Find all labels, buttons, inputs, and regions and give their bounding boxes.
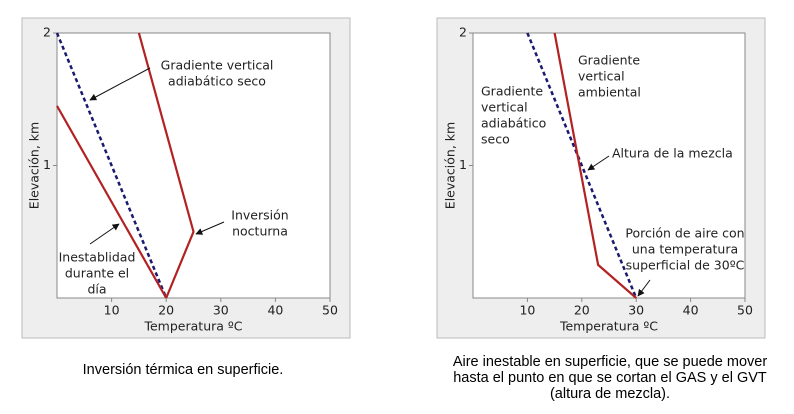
- x-tick-label: 30: [213, 303, 229, 318]
- x-tick-label: 50: [737, 303, 753, 318]
- plot-area: [472, 32, 746, 299]
- series-line: [553, 32, 637, 299]
- series-line: [56, 105, 168, 299]
- annotation: adiabático: [481, 116, 546, 131]
- annotation-arrow: [89, 223, 120, 245]
- x-tick-label: 40: [683, 303, 699, 318]
- x-tick-label: 50: [322, 303, 338, 318]
- y-tick-label: 1: [43, 157, 51, 172]
- y-axis-label: Elevación, km: [27, 122, 42, 209]
- x-tick-label: 40: [267, 303, 283, 318]
- annotation: vertical: [578, 69, 625, 84]
- caption: (altura de mezcla).: [550, 386, 670, 402]
- annotation: Altura de la mezcla: [612, 146, 733, 161]
- chart: 10 20 30 40 50 1 2 Temperatura ºC Elevación, km G…: [21, 17, 351, 378]
- annotation: Inversión: [231, 208, 288, 223]
- annotation-arrow: [637, 279, 651, 297]
- chart: 10 20 30 40 50 1 2 Temperatura ºC Elevación, km G…: [436, 17, 768, 402]
- annotation: durante el: [65, 266, 129, 281]
- x-tick-label: 20: [158, 303, 174, 318]
- x-axis-label: Temperatura ºC: [143, 319, 242, 334]
- annotation: Gradiente: [578, 53, 640, 68]
- x-tick-label: 10: [519, 303, 535, 318]
- annotation: nocturna: [232, 224, 288, 239]
- annotation: superficial de 30ºC: [626, 258, 745, 273]
- annotation: seco: [481, 132, 510, 147]
- annotation-arrow: [587, 155, 610, 171]
- annotation: Gradiente vertical: [161, 58, 274, 73]
- y-tick-label: 2: [43, 25, 51, 40]
- annotation: una temperatura: [632, 242, 738, 257]
- annotation: adiabático seco: [168, 74, 266, 89]
- annotation: día: [87, 282, 106, 297]
- caption: Inversión térmica en superficie.: [83, 362, 284, 378]
- series-line: [137, 32, 195, 299]
- series-line: [55, 32, 168, 299]
- y-tick-label: 2: [459, 25, 467, 40]
- caption: hasta el punto en que se cortan el GAS y…: [453, 370, 767, 386]
- x-tick-label: 20: [574, 303, 590, 318]
- annotation: Inestablidad: [59, 250, 136, 265]
- annotation: ambiental: [578, 85, 641, 100]
- series-line: [526, 32, 638, 299]
- annotation-arrow: [195, 221, 225, 235]
- annotation: vertical: [481, 100, 528, 115]
- x-axis-label: Temperatura ºC: [559, 319, 658, 334]
- x-tick-label: 30: [628, 303, 644, 318]
- y-tick-label: 1: [459, 157, 467, 172]
- plot-area: [56, 32, 331, 299]
- y-axis-label: Elevación, km: [443, 122, 458, 209]
- annotation: Porción de aire con: [625, 226, 744, 241]
- caption: Aire inestable en superficie, que se pue…: [453, 354, 768, 370]
- x-tick-label: 10: [104, 303, 120, 318]
- annotation-arrow: [89, 67, 151, 101]
- annotation: Gradiente: [481, 84, 543, 99]
